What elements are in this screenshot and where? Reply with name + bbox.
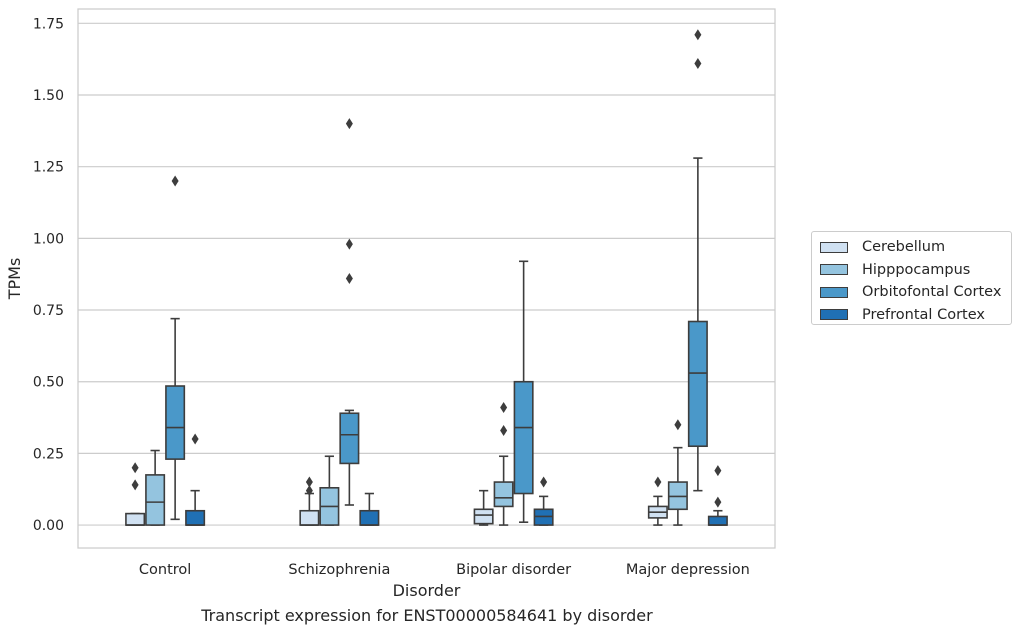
box-groups — [125, 29, 728, 526]
legend-label: Orbitofontal Cortex — [862, 284, 1002, 301]
box-cerebellum — [125, 462, 146, 526]
outlier-point — [131, 462, 139, 474]
y-tick-label: 1.50 — [33, 88, 64, 104]
outlier-point — [654, 476, 662, 488]
x-tick-label: Schizophrenia — [288, 562, 390, 578]
x-tick-label: Control — [139, 562, 191, 578]
legend-label: Hipppocampus — [862, 261, 971, 278]
legend: Cerebellum Hipppocampus Orbitofontal Corte… — [811, 231, 1012, 325]
outlier-point — [345, 118, 353, 130]
legend-label: Prefrontal Cortex — [862, 306, 985, 323]
box-body — [299, 509, 320, 526]
box-orbitofontal-cortex — [687, 29, 708, 492]
box-orbitofontal-cortex — [513, 260, 534, 523]
outlier-point — [500, 424, 508, 436]
legend-item: Cerebellum — [820, 236, 1003, 259]
box-body — [513, 380, 534, 495]
box-orbitofontal-cortex — [339, 118, 360, 506]
box-body — [359, 509, 380, 526]
box-hipppocampus — [319, 455, 340, 526]
box-body — [707, 515, 728, 526]
y-tick-label: 0.00 — [33, 518, 64, 534]
legend-item: Prefrontal Cortex — [820, 304, 1003, 327]
y-tick-label: 0.25 — [33, 446, 64, 462]
legend-swatch — [820, 264, 848, 276]
box-hipppocampus — [145, 449, 166, 526]
x-axis-ticks: Control Schizophrenia Bipolar disorder Majo… — [139, 562, 750, 578]
y-axis-ticks: 0.00 0.25 0.50 0.75 1.00 1.25 1.50 1.75 — [33, 16, 64, 534]
legend-swatch — [820, 309, 848, 321]
plot-frame — [77, 8, 776, 549]
box-cerebellum — [647, 476, 668, 526]
outlier-point — [191, 433, 199, 445]
outlier-point — [345, 273, 353, 284]
box-hipppocampus — [667, 419, 688, 526]
box-cerebellum — [473, 489, 494, 526]
legend-label: Cerebellum — [862, 239, 946, 256]
legend-item: Hipppocampus — [820, 259, 1003, 282]
y-tick-label: 0.50 — [33, 375, 64, 391]
box-prefrontal-cortex — [185, 433, 206, 526]
grid-lines — [78, 22, 775, 526]
figure-caption: Transcript expression for ENST0000058464… — [201, 606, 653, 625]
box-body — [185, 509, 206, 526]
box-body — [145, 474, 166, 526]
outlier-point — [305, 476, 313, 488]
box-body — [339, 412, 360, 465]
x-axis-label: Disorder — [393, 581, 461, 600]
outlier-point — [694, 29, 702, 41]
outlier-point — [305, 485, 313, 497]
x-tick-label: Major depression — [626, 562, 750, 578]
outlier-point — [500, 402, 508, 414]
box-body — [493, 481, 514, 508]
outlier-point — [674, 419, 682, 431]
box-body — [687, 320, 708, 448]
y-tick-label: 1.25 — [33, 160, 64, 176]
legend-swatch — [820, 286, 848, 298]
outlier-point — [171, 175, 179, 187]
y-axis-label: TPMs — [5, 258, 24, 301]
outlier-point — [714, 465, 722, 477]
box-body — [125, 512, 146, 526]
y-tick-label: 0.75 — [33, 303, 64, 319]
y-tick-label: 1.75 — [33, 16, 64, 32]
outlier-point — [540, 476, 548, 488]
box-cerebellum — [299, 476, 320, 526]
legend-item: Orbitofontal Cortex — [820, 281, 1003, 304]
legend-swatch — [820, 241, 848, 253]
box-prefrontal-cortex — [533, 476, 554, 526]
box-orbitofontal-cortex — [165, 175, 186, 521]
outlier-point — [714, 496, 722, 508]
y-tick-label: 1.00 — [33, 231, 64, 247]
box-body — [473, 508, 494, 525]
outlier-point — [345, 238, 353, 250]
outlier-point — [694, 57, 702, 69]
outlier-point — [131, 479, 139, 491]
box-prefrontal-cortex — [359, 492, 380, 526]
x-tick-label: Bipolar disorder — [456, 562, 571, 578]
box-hipppocampus — [493, 402, 514, 526]
box-prefrontal-cortex — [707, 465, 728, 526]
box-body — [165, 385, 186, 460]
